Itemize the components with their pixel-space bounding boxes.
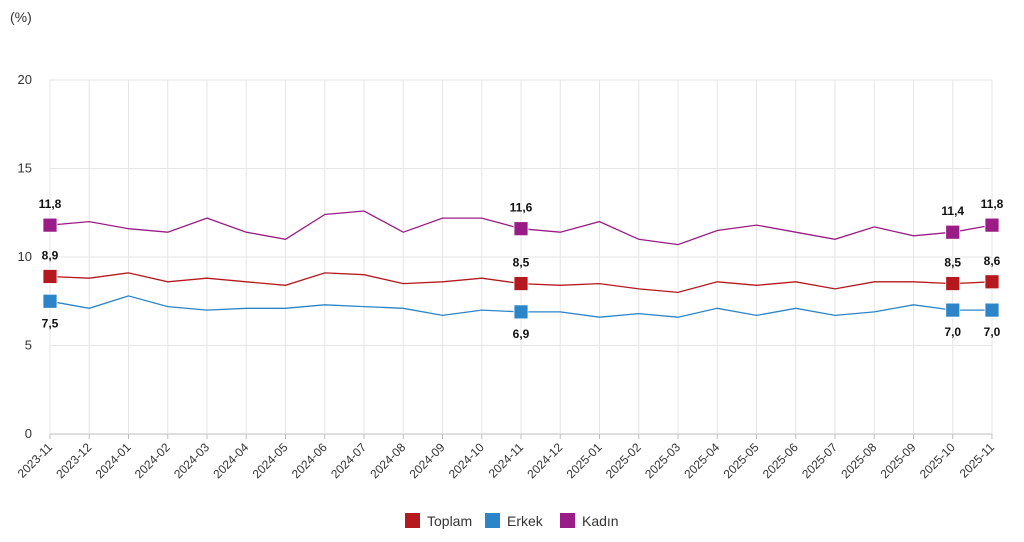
y-tick-label: 10 <box>18 249 32 264</box>
y-axis-ticks: 0 5 10 15 20 <box>18 72 32 441</box>
data-label-erkek: 6,9 <box>513 327 530 341</box>
x-tick-label: 2025-09 <box>878 440 919 481</box>
data-point-marker-kadın[interactable] <box>984 217 1000 233</box>
data-label-erkek: 7,0 <box>984 325 1001 339</box>
x-tick-label: 2024-12 <box>524 440 565 481</box>
data-label-kadın: 11,8 <box>39 197 62 211</box>
data-label-toplam: 8,5 <box>513 256 530 270</box>
legend-label: Toplam <box>427 513 472 529</box>
legend-swatch <box>560 513 575 528</box>
legend-item-erkek[interactable]: Erkek <box>485 513 544 529</box>
x-tick-label: 2024-07 <box>328 440 369 481</box>
legend-label: Kadın <box>582 513 619 529</box>
x-tick-label: 2025-04 <box>681 440 722 481</box>
x-tick-label: 2025-11 <box>957 440 998 481</box>
y-tick-label: 15 <box>18 161 32 176</box>
x-tick-label: 2024-03 <box>171 440 212 481</box>
data-point-marker-kadın[interactable] <box>945 224 961 240</box>
data-label-kadın: 11,8 <box>981 197 1004 211</box>
data-point-marker-kadın[interactable] <box>513 221 529 237</box>
data-point-marker-toplam[interactable] <box>945 276 961 291</box>
data-label-toplam: 8,9 <box>42 248 59 262</box>
data-point-marker-toplam[interactable] <box>984 274 1000 290</box>
x-tick-label: 2024-06 <box>289 440 330 481</box>
data-point-marker-erkek[interactable] <box>984 302 1000 318</box>
x-tick-label: 2025-07 <box>799 440 840 481</box>
data-point-marker-erkek[interactable] <box>945 302 961 318</box>
data-point-marker-toplam[interactable] <box>42 269 58 284</box>
data-point-marker-toplam[interactable] <box>513 276 529 291</box>
data-point-marker-erkek[interactable] <box>513 304 529 320</box>
x-tick-label: 2025-08 <box>838 440 879 481</box>
data-label-toplam: 8,5 <box>944 256 961 270</box>
x-tick-label: 2024-11 <box>486 440 527 481</box>
y-tick-label: 20 <box>18 72 32 87</box>
x-tick-label: 2025-01 <box>564 440 605 481</box>
y-tick-label: 5 <box>25 338 32 353</box>
grid-lines <box>49 79 993 439</box>
data-label-kadın: 11,6 <box>510 201 533 215</box>
x-tick-label: 2025-03 <box>642 440 683 481</box>
x-tick-label: 2024-04 <box>210 440 251 481</box>
data-point-marker-kadın[interactable] <box>42 217 58 233</box>
x-tick-label: 2025-06 <box>760 440 801 481</box>
x-tick-label: 2025-10 <box>917 440 958 481</box>
data-point-marker-erkek[interactable] <box>42 293 58 309</box>
x-axis-ticks: 2023-112023-122024-012024-022024-032024-… <box>15 440 998 481</box>
data-label-erkek: 7,5 <box>42 316 59 330</box>
data-label-toplam: 8,6 <box>984 254 1001 268</box>
x-tick-label: 2024-01 <box>93 440 134 481</box>
y-tick-label: 0 <box>25 426 32 441</box>
series-markers: 8,9 8,5 8,5 8,6 7,5 6,9 7,0 7,0 11,8 11,6 11,4 11,8 <box>39 197 1004 341</box>
legend-item-toplam[interactable]: Toplam <box>405 513 472 529</box>
y-axis-unit-label: (%) <box>10 9 32 25</box>
x-tick-label: 2024-10 <box>446 440 487 481</box>
legend[interactable]: Toplam Erkek Kadın <box>405 513 619 529</box>
data-label-kadın: 11,4 <box>941 204 964 218</box>
x-tick-label: 2023-11 <box>15 440 56 481</box>
x-tick-label: 2025-02 <box>603 440 644 481</box>
x-tick-label: 2023-12 <box>53 440 94 481</box>
legend-label: Erkek <box>507 513 544 529</box>
x-tick-label: 2024-08 <box>367 440 408 481</box>
x-tick-label: 2024-02 <box>132 440 173 481</box>
x-tick-label: 2025-05 <box>721 440 762 481</box>
legend-swatch <box>485 513 500 528</box>
x-tick-label: 2024-05 <box>250 440 291 481</box>
legend-swatch <box>405 513 420 528</box>
data-label-erkek: 7,0 <box>944 325 961 339</box>
legend-item-kadın[interactable]: Kadın <box>560 513 619 529</box>
x-tick-label: 2024-09 <box>407 440 448 481</box>
